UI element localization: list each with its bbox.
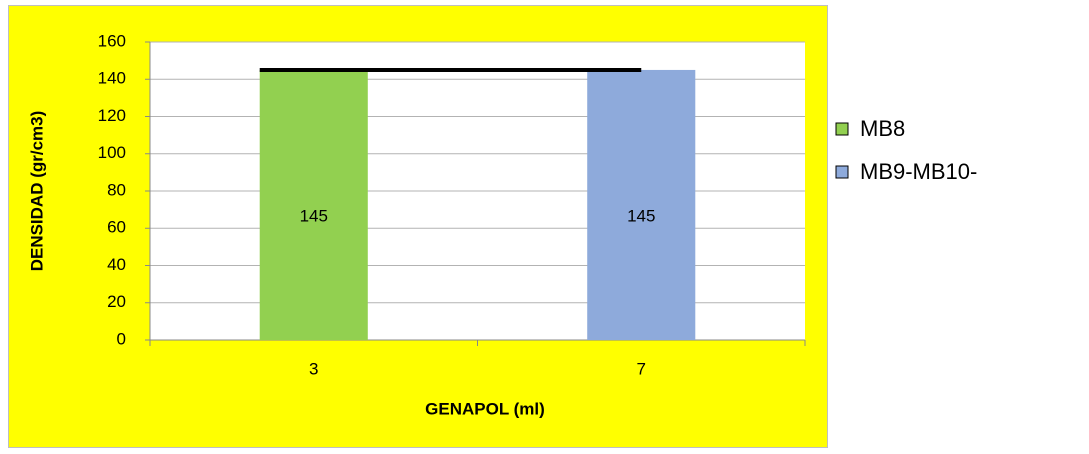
y-tick-label: 160 xyxy=(98,31,126,50)
data-label: 145 xyxy=(300,206,328,225)
bar xyxy=(259,69,368,340)
bar xyxy=(587,69,696,340)
y-tick-label: 60 xyxy=(107,218,126,237)
y-tick-label: 40 xyxy=(107,255,126,274)
y-tick-label: 120 xyxy=(98,106,126,125)
y-tick-label: 140 xyxy=(98,69,126,88)
legend-swatch xyxy=(835,122,849,136)
legend-label: MB8 xyxy=(860,116,905,141)
x-axis-title: GENAPOL (ml) xyxy=(425,399,545,418)
legend-swatch xyxy=(835,165,849,179)
y-tick-label: 20 xyxy=(107,292,126,311)
y-axis-title: DENSIDAD (gr/cm3) xyxy=(27,111,46,272)
legend-label: MB9-MB10- xyxy=(860,159,977,184)
data-label: 145 xyxy=(627,206,655,225)
x-tick-label: 7 xyxy=(637,359,646,378)
x-tick-label: 3 xyxy=(309,359,318,378)
y-tick-label: 100 xyxy=(98,143,126,162)
y-tick-label: 0 xyxy=(117,329,126,348)
y-tick-label: 80 xyxy=(107,180,126,199)
